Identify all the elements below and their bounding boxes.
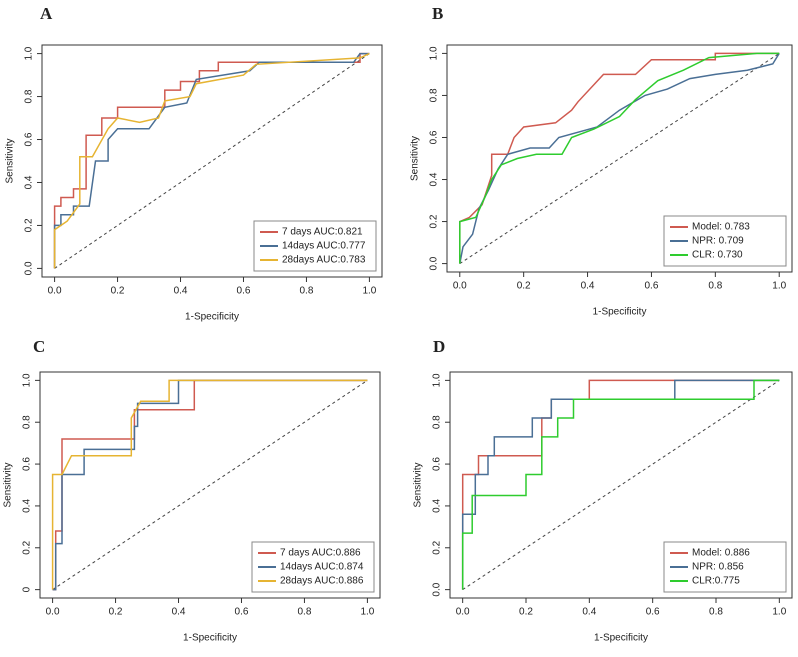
y-tick-label: 0.6	[429, 130, 440, 144]
x-tick-label: 0.2	[111, 286, 125, 297]
legend-label: Model: 0.886	[692, 548, 750, 559]
y-tick-label: 0.6	[22, 457, 33, 471]
x-tick-label: 1.0	[360, 607, 374, 618]
x-tick-label: 0.0	[456, 607, 470, 618]
y-tick-label: 0.2	[429, 214, 440, 228]
legend-label: 14days AUC:0.874	[280, 562, 364, 573]
y-tick-label: 0.4	[432, 499, 443, 513]
legend-label: 28days AUC:0.886	[280, 576, 364, 587]
y-tick-label: 0.6	[24, 132, 35, 146]
x-axis-label: 1-Specificity	[185, 312, 239, 323]
x-tick-label: 0.2	[109, 607, 123, 618]
y-tick-label: 1.0	[24, 46, 35, 60]
y-tick-label: 0.4	[24, 175, 35, 189]
legend-label: 14days AUC:0.777	[282, 241, 366, 252]
chart-panel: D 0.0 0.2 0.4 0.6 0.8 1.0 0.0 0.2 0.4 0.6 0.8 1.0 1-S…	[413, 337, 793, 644]
y-tick-label: 0.0	[24, 261, 35, 275]
x-tick-label: 0.8	[709, 607, 723, 618]
x-tick-label: 0.8	[708, 281, 722, 292]
y-tick-label: 0.6	[432, 457, 443, 471]
x-tick-label: 0.2	[519, 607, 533, 618]
legend-label: 7 days AUC:0.821	[282, 227, 363, 238]
x-tick-label: 0.4	[582, 607, 596, 618]
panel-label: B	[432, 4, 443, 23]
y-tick-label: 0.0	[432, 582, 443, 596]
y-tick-label: 0.8	[24, 89, 35, 103]
roc-curve	[53, 52, 370, 269]
x-tick-label: 0.6	[235, 607, 249, 618]
plot-frame	[41, 44, 383, 278]
x-tick-label: 0.4	[581, 281, 595, 292]
x-tick-label: 0.6	[237, 286, 251, 297]
roc-curve	[53, 52, 370, 269]
x-tick-label: 0.0	[46, 607, 60, 618]
plot-frame	[39, 371, 381, 599]
roc-curve	[51, 379, 368, 590]
legend-label: NPR: 0.856	[692, 562, 744, 573]
y-tick-label: 0.2	[432, 540, 443, 554]
x-axis-label: 1-Specificity	[183, 633, 237, 644]
roc-curve	[461, 379, 780, 590]
x-tick-label: 1.0	[772, 607, 786, 618]
x-tick-label: 0.0	[48, 286, 62, 297]
roc-curve	[459, 52, 780, 264]
reference-diagonal	[459, 52, 780, 265]
x-tick-label: 1.0	[362, 286, 376, 297]
y-axis-label: Sensitivity	[410, 136, 421, 181]
y-tick-label: 0	[22, 586, 33, 592]
y-axis-label: Sensitivity	[413, 462, 424, 507]
legend-label: 28days AUC:0.783	[282, 255, 366, 266]
x-tick-label: 0.0	[453, 281, 467, 292]
roc-curve	[52, 379, 368, 591]
legend-label: CLR:0.775	[692, 576, 740, 587]
x-tick-label: 0.8	[299, 286, 313, 297]
legend-label: 7 days AUC:0.886	[280, 548, 361, 559]
x-tick-label: 0.2	[517, 281, 531, 292]
x-tick-label: 1.0	[772, 281, 786, 292]
x-axis-label: 1-Specificity	[593, 307, 647, 318]
plot-frame	[449, 371, 793, 599]
chart-panel: C 0.0 0.2 0.4 0.6 0.8 1.0 0 0.2 0.4 0.6 0.8 1.0 1-Spe…	[3, 337, 381, 644]
panel-label: C	[33, 337, 45, 356]
panel-label: D	[433, 337, 445, 356]
y-tick-label: 0.2	[24, 218, 35, 232]
y-tick-label: 0.4	[429, 172, 440, 186]
y-axis-label: Sensitivity	[5, 138, 16, 183]
y-tick-label: 0.8	[429, 88, 440, 102]
legend-label: Model: 0.783	[692, 222, 750, 233]
x-tick-label: 0.8	[297, 607, 311, 618]
x-tick-label: 0.6	[646, 607, 660, 618]
legend-label: NPR: 0.709	[692, 236, 744, 247]
x-axis-label: 1-Specificity	[594, 633, 648, 644]
legend-label: CLR: 0.730	[692, 250, 743, 261]
x-tick-label: 0.6	[644, 281, 658, 292]
y-axis-label: Sensitivity	[3, 462, 14, 507]
plot-frame	[446, 44, 793, 273]
x-tick-label: 0.4	[174, 286, 188, 297]
y-tick-label: 1.0	[432, 373, 443, 387]
y-tick-label: 0.2	[22, 540, 33, 554]
chart-panel: A 0.0 0.2 0.4 0.6 0.8 1.0 0.0 0.2 0.4 0.6 0.8 1.0 1-S…	[5, 4, 383, 323]
panel-label: A	[40, 4, 53, 23]
y-tick-label: 0.4	[22, 499, 33, 513]
x-tick-label: 0.4	[172, 607, 186, 618]
chart-panel: B 0.0 0.2 0.4 0.6 0.8 1.0 0.0 0.2 0.4 0.6 0.8 1.0 1-S…	[410, 4, 793, 318]
y-tick-label: 0.8	[432, 415, 443, 429]
y-tick-label: 0.8	[22, 415, 33, 429]
y-tick-label: 0.0	[429, 256, 440, 270]
y-tick-label: 1.0	[22, 373, 33, 387]
y-tick-label: 1.0	[429, 46, 440, 60]
